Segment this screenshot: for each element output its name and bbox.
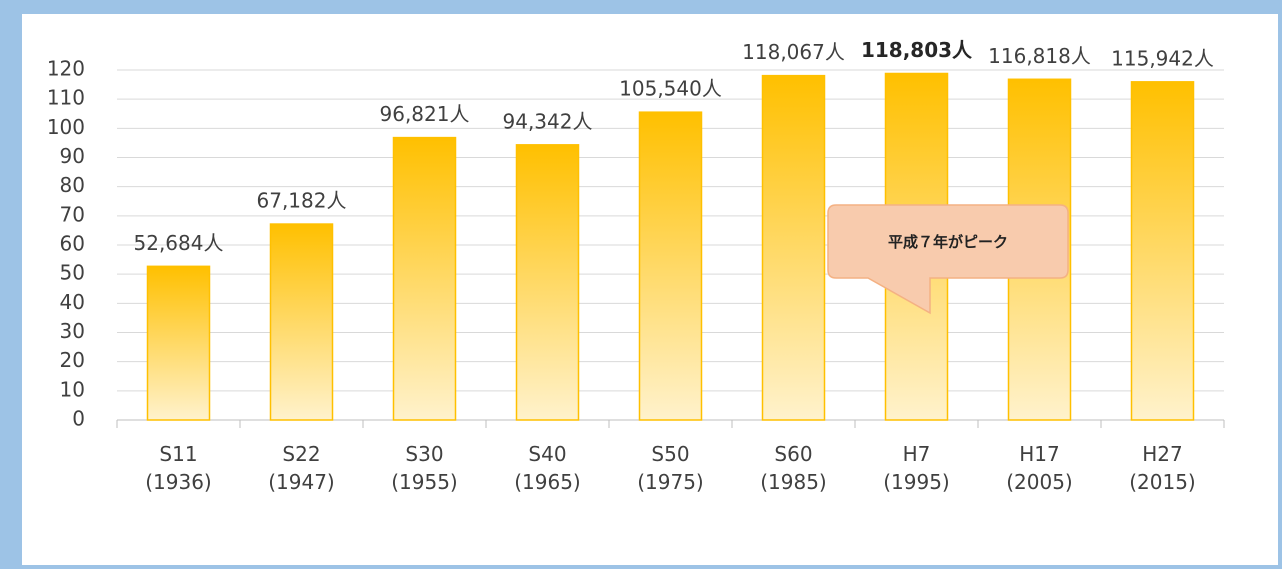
bar — [146, 265, 211, 421]
y-tick-label: 100 — [47, 115, 85, 139]
data-label: 96,821人 — [380, 102, 470, 126]
y-tick-label: 60 — [60, 232, 85, 256]
bar — [761, 74, 826, 421]
data-label: 52,684人 — [134, 231, 224, 255]
bar — [392, 136, 457, 421]
callout — [827, 204, 1069, 315]
data-label: 105,540人 — [619, 77, 722, 101]
x-tick-label: H17 (2005) — [1006, 442, 1073, 494]
bar — [1130, 81, 1195, 421]
annotation: 平成７年がピーク — [887, 233, 1008, 251]
x-tick-label: S22 (1947) — [268, 442, 335, 494]
bar — [269, 223, 334, 421]
x-tick-label: S60 (1985) — [760, 442, 827, 494]
y-tick-label: 20 — [60, 348, 85, 372]
y-tick-label: 0 — [72, 407, 85, 431]
x-tick-label: S30 (1955) — [391, 442, 458, 494]
bar — [638, 111, 703, 421]
x-tick-label: S40 (1965) — [514, 442, 581, 494]
x-tick-label: H27 (2015) — [1129, 442, 1196, 494]
bar — [515, 144, 580, 421]
y-tick-label: 70 — [60, 202, 85, 226]
y-tick-label: 40 — [60, 290, 85, 314]
y-tick-label: 80 — [60, 173, 85, 197]
data-label: 67,182人 — [257, 189, 347, 213]
y-tick-label: 120 — [47, 57, 85, 81]
data-label: 118,803人 — [861, 38, 973, 62]
data-label: 116,818人 — [988, 44, 1091, 68]
x-tick-label: S11 (1936) — [145, 442, 212, 494]
y-tick-label: 90 — [60, 144, 85, 168]
data-label: 94,342人 — [503, 109, 593, 133]
y-tick-label: 30 — [60, 319, 85, 343]
data-label: 115,942人 — [1111, 46, 1214, 70]
data-label: 118,067人 — [742, 40, 845, 64]
y-tick-label: 50 — [60, 261, 85, 285]
x-tick-label: S50 (1975) — [637, 442, 704, 494]
y-tick-label: 10 — [60, 377, 85, 401]
y-tick-label: 110 — [47, 86, 85, 110]
x-tick-label: H7 (1995) — [883, 442, 950, 494]
